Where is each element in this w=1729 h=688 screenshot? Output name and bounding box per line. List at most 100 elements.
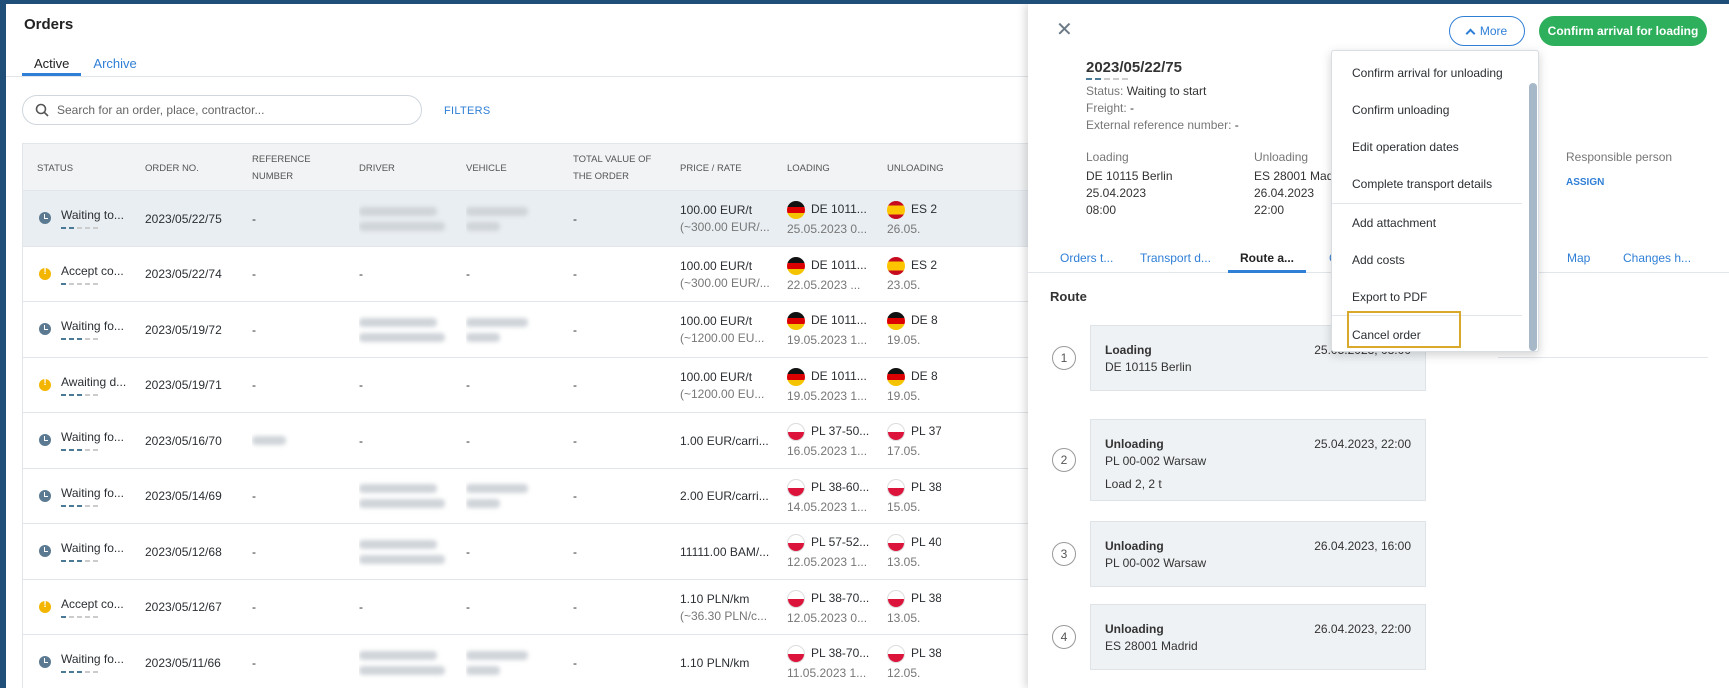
table-row[interactable]: Waiting to... 2023/05/22/75 - - 100.00 EUR/t… — [23, 191, 1112, 247]
loading-text: PL 57-52... — [811, 535, 870, 550]
loading-date: 16.05.2023 1... — [787, 444, 868, 458]
filters-button[interactable]: FILTERS — [444, 105, 491, 117]
stop-type: Unloading — [1105, 539, 1164, 553]
table-row[interactable]: Waiting fo... 2023/05/11/66 - - 1.10 PLN/km P… — [23, 635, 1112, 688]
table-row[interactable]: Waiting fo... 2023/05/19/72 - - 100.00 EUR/t… — [23, 302, 1112, 358]
menu-item-add-attachment[interactable]: Add attachment — [1352, 215, 1437, 230]
clock-icon — [39, 212, 51, 224]
order-number[interactable]: 2023/05/22/74 — [145, 267, 222, 281]
tab-changes-history[interactable]: Changes h... — [1623, 251, 1692, 265]
unloading-place: ES 2 — [887, 201, 941, 219]
menu-item-complete-transport-details[interactable]: Complete transport details — [1352, 176, 1493, 191]
order-number[interactable]: 2023/05/12/68 — [145, 544, 222, 559]
loading-date: 22.05.2023 ... — [787, 277, 861, 292]
loading-text: PL 38-70... — [811, 590, 870, 605]
orders-list-view: Orders Active Archive FILTERS STATUS ORDE… — [6, 4, 1112, 688]
status-cell: Waiting fo... — [61, 302, 131, 357]
price-rate: 100.00 EUR/t (~1200.00 EU... — [680, 302, 776, 357]
route-stop[interactable]: Unloading 26.04.2023, 22:00 ES 28001 Madri… — [1090, 604, 1426, 670]
column-header[interactable]: UNLOADING — [887, 162, 944, 174]
tab-active[interactable]: Active — [22, 50, 82, 76]
menu-item-add-costs[interactable]: Add costs — [1352, 252, 1405, 267]
tab-orders[interactable]: Orders t... — [1060, 251, 1114, 265]
loading-place: PL 38-60... — [787, 478, 881, 497]
confirm-arrival-loading-button[interactable]: Confirm arrival for loading — [1539, 16, 1707, 46]
menu-item-confirm-arrival-unloading[interactable]: Confirm arrival for unloading — [1352, 65, 1503, 80]
close-icon[interactable]: ✕ — [1056, 19, 1073, 41]
table-row[interactable]: Waiting fo... 2023/05/12/68 - - - 11111.00 BA… — [23, 524, 1112, 580]
price-sub: (~300.00 EUR/... — [680, 220, 770, 234]
column-header[interactable]: LOADING — [787, 162, 830, 174]
column-header[interactable]: PRICE / RATE — [680, 162, 742, 174]
unloading-text: PL 37 — [911, 424, 941, 439]
order-number[interactable]: 2023/05/12/67 — [145, 600, 222, 614]
column-header[interactable]: TOTAL VALUE OF THE ORDER — [573, 154, 652, 182]
menu-item-edit-operation-dates[interactable]: Edit operation dates — [1352, 139, 1459, 154]
search-box[interactable] — [22, 95, 422, 125]
column-header[interactable]: REFERENCE NUMBER — [252, 154, 311, 182]
column-header[interactable]: STATUS — [37, 162, 74, 174]
route-heading: Route — [1050, 289, 1087, 304]
warn-icon — [39, 266, 51, 280]
blurred-text — [359, 317, 437, 327]
table-row[interactable]: Waiting fo... 2023/05/16/70 - - - 1.00 EUR/ca… — [23, 413, 1112, 469]
tab-archive[interactable]: Archive — [93, 56, 137, 71]
price-value: 100.00 EUR/t — [680, 203, 753, 217]
table-row[interactable]: Waiting fo... 2023/05/14/69 - - 2.00 EUR/car… — [23, 468, 1112, 524]
status-progress — [61, 393, 131, 396]
order-number[interactable]: 2023/05/19/71 — [145, 378, 222, 392]
driver-cell — [359, 635, 449, 688]
blurred-text — [466, 332, 500, 342]
status-progress — [61, 671, 131, 673]
price-rate: 1.00 EUR/carri... — [680, 413, 776, 468]
price-value: 1.10 PLN/km — [680, 655, 750, 670]
route-stop[interactable]: Unloading 25.04.2023, 22:00 PL 00-002 Wars… — [1090, 419, 1426, 501]
table-row[interactable]: Accept co... 2023/05/12/67 - - - - 1.10 PLN/km… — [23, 579, 1112, 635]
blurred-text — [466, 665, 500, 675]
column-header[interactable]: DRIVER — [359, 162, 395, 174]
total-value: - — [573, 544, 577, 559]
assign-button[interactable]: ASSIGN — [1566, 177, 1605, 188]
vehicle-cell — [466, 469, 556, 524]
status-cell: Waiting fo... — [61, 469, 131, 524]
vehicle-cell — [466, 302, 556, 357]
route-stop[interactable]: Unloading 26.04.2023, 16:00 PL 00-002 Wars… — [1090, 521, 1426, 587]
order-number[interactable]: 2023/05/14/69 — [145, 489, 222, 503]
search-input[interactable] — [57, 100, 407, 120]
unloading-place: PL 40 — [887, 534, 941, 552]
price-value: 11111.00 BAM/... — [680, 544, 770, 559]
tab-route[interactable]: Route a... — [1228, 251, 1307, 273]
status-progress — [61, 504, 131, 507]
table-row[interactable]: Awaiting d... 2023/05/19/71 - - - - 100.00 EUR… — [23, 357, 1112, 413]
column-header[interactable]: ORDER NO. — [145, 162, 199, 174]
menu-item-export-pdf[interactable]: Export to PDF — [1352, 289, 1428, 304]
table-body: Waiting to... 2023/05/22/75 - - 100.00 EUR/t… — [23, 191, 1112, 688]
tab-map[interactable]: Map — [1567, 251, 1591, 265]
blurred-text — [466, 499, 500, 508]
warn-icon — [39, 377, 51, 391]
status-line: Status: Waiting to start — [1086, 84, 1207, 98]
status-text: Waiting fo... — [61, 541, 124, 555]
order-number[interactable]: 2023/05/11/66 — [145, 655, 221, 670]
order-number-title: 2023/05/22/75 — [1086, 59, 1182, 76]
loading-place: DE 1011... — [787, 367, 881, 386]
loading-text: DE 1011... — [811, 368, 867, 383]
price-rate: 11111.00 BAM/... — [680, 524, 776, 579]
flag-icon — [787, 201, 805, 219]
order-number[interactable]: 2023/05/19/72 — [145, 322, 222, 337]
blurred-text — [359, 206, 437, 216]
order-number[interactable]: 2023/05/16/70 — [145, 433, 222, 448]
tab-transport-details[interactable]: Transport d... — [1140, 251, 1211, 265]
total-value: - — [573, 378, 577, 392]
unloading-text: DE 8 — [911, 313, 938, 328]
menu-item-confirm-unloading[interactable]: Confirm unloading — [1352, 102, 1450, 117]
more-button[interactable]: More — [1449, 16, 1525, 46]
order-number[interactable]: 2023/05/22/75 — [145, 211, 222, 226]
menu-scrollbar[interactable] — [1529, 83, 1537, 351]
table-row[interactable]: Accept co... 2023/05/22/74 - - - - 100.00 EUR/… — [23, 246, 1112, 302]
driver-cell — [359, 191, 449, 246]
column-header[interactable]: VEHICLE — [466, 162, 507, 174]
status-cell: Waiting fo... — [61, 635, 131, 688]
unloading-date: 19.05. — [887, 333, 921, 347]
menu-item-cancel-order[interactable]: Cancel order — [1352, 327, 1421, 342]
